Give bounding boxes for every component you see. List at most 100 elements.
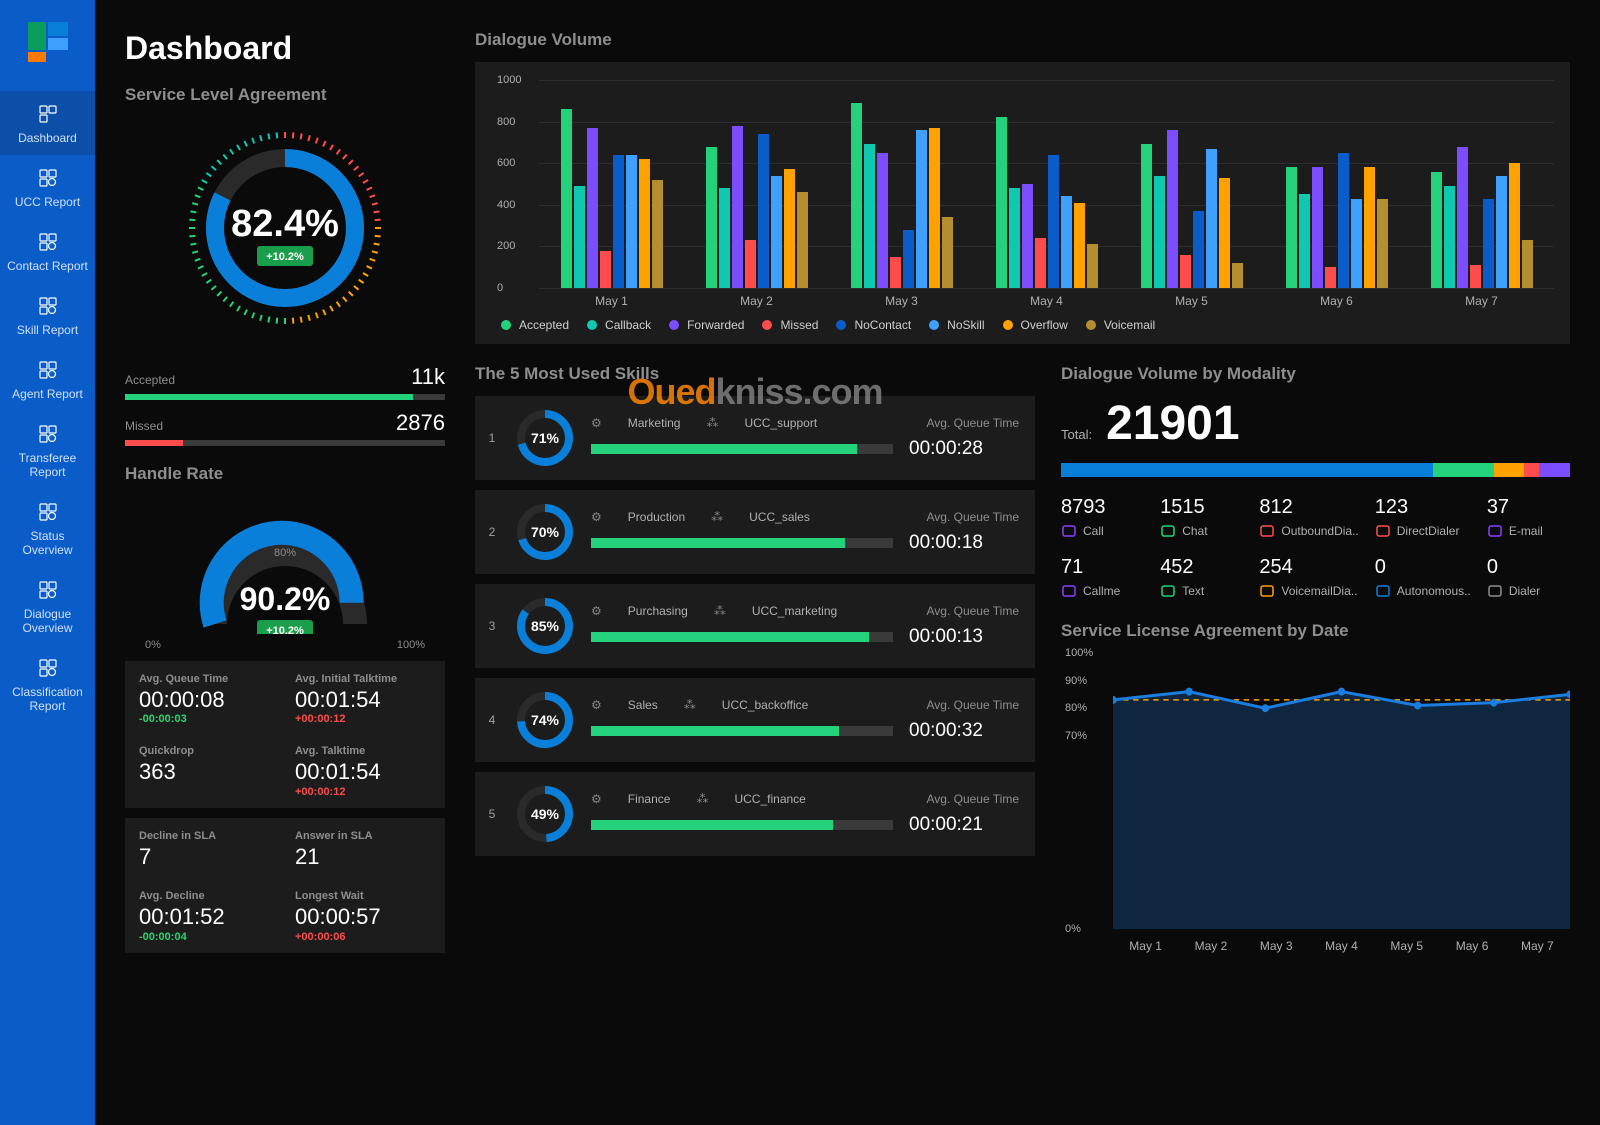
skill-queuetime: 00:00:21 <box>909 814 1019 836</box>
skill-ucc: UCC_finance <box>734 792 805 806</box>
gear-icon: ⚙ <box>591 416 602 430</box>
bar-May 3-Accepted <box>851 103 862 288</box>
sidebar-item-contact report[interactable]: Contact Report <box>0 219 95 283</box>
svg-text:+10.2%: +10.2% <box>266 251 304 263</box>
bar-May 6-Accepted <box>1286 167 1297 288</box>
modality-chat: 1515 Chat <box>1160 497 1243 539</box>
bar-May 4-Voicemail <box>1087 244 1098 288</box>
chat-icon <box>1160 523 1176 539</box>
metric-decline in -la: Decline in SLA 7 <box>139 830 275 870</box>
bar-May 3-NoContact <box>903 230 914 288</box>
network-icon: ⁂ <box>706 416 718 430</box>
skill-name: Purchasing <box>628 604 688 618</box>
bar-May 7-Overflow <box>1509 163 1520 288</box>
sidebar-item-dashboard[interactable]: Dashboard <box>0 91 95 155</box>
skill-row-production[interactable]: 2 70% ⚙ Production ⁂ UCC_sales Avg. Queu… <box>475 490 1035 574</box>
modality-directdialer: 123 DirectDialer <box>1375 497 1471 539</box>
legend-callback[interactable]: Callback <box>587 318 651 332</box>
metric-avg- queue time: Avg. Queue Time 00:00:08 -00:00:03 <box>139 673 275 725</box>
bar-May 3-NoSkill <box>916 130 927 288</box>
sidebar-item-transferee report[interactable]: Transferee Report <box>0 411 95 489</box>
bar-May 1-Missed <box>600 251 611 288</box>
dialer-icon <box>1487 583 1503 599</box>
bar-May 2-Missed <box>745 240 756 288</box>
bar-May 7-Missed <box>1470 265 1481 288</box>
skill-row-purchasing[interactable]: 3 85% ⚙ Purchasing ⁂ UCC_marketing Avg. … <box>475 584 1035 668</box>
legend-voicemail[interactable]: Voicemail <box>1086 318 1155 332</box>
gear-icon: ⚙ <box>591 792 602 806</box>
bar-May 1-Forwarded <box>587 128 598 288</box>
bar-May 2-NoSkill <box>771 176 782 288</box>
bar-May 2-NoContact <box>758 134 769 288</box>
metric-avg- talktime: Avg. Talktime 00:01:54 +00:00:12 <box>295 745 431 797</box>
bar-May 6-Overflow <box>1364 167 1375 288</box>
contact report-icon <box>37 231 59 253</box>
bar-May 7-Voicemail <box>1522 240 1533 288</box>
modality-call: 8793 Call <box>1061 497 1144 539</box>
skill-row-sales[interactable]: 4 74% ⚙ Sales ⁂ UCC_backoffice Avg. Queu… <box>475 678 1035 762</box>
skill-row-marketing[interactable]: 1 71% ⚙ Marketing ⁂ UCC_support Avg. Que… <box>475 396 1035 480</box>
legend-nocontact[interactable]: NoContact <box>836 318 911 332</box>
bar-May 7-Callback <box>1444 186 1455 288</box>
skills-title: The 5 Most Used Skills <box>475 364 1035 384</box>
modality-total: Total: 21901 <box>1061 396 1570 451</box>
skill-donut: 71% <box>515 408 575 468</box>
bar-May 3-Forwarded <box>877 153 888 288</box>
outbounddia..-icon <box>1259 523 1275 539</box>
network-icon: ⁂ <box>684 698 696 712</box>
autonomous..-icon <box>1375 583 1391 599</box>
sidebar: Dashboard UCC Report Contact Report Skil… <box>0 0 95 1125</box>
metric-longe-t wait: Longest Wait 00:00:57 +00:00:06 <box>295 890 431 942</box>
bar-May 1-Overflow <box>639 159 650 288</box>
bar-May 2-Callback <box>719 188 730 288</box>
metric-an-wer in -la: Answer in SLA 21 <box>295 830 431 870</box>
network-icon: ⁂ <box>714 604 726 618</box>
svg-text:82.4%: 82.4% <box>231 203 339 245</box>
bar-May 3-Voicemail <box>942 217 953 288</box>
bar-May 3-Missed <box>890 257 901 288</box>
legend-accepted[interactable]: Accepted <box>501 318 569 332</box>
sidebar-item-classification report[interactable]: Classification Report <box>0 645 95 723</box>
bar-May 5-NoContact <box>1193 211 1204 288</box>
bar-May 4-Missed <box>1035 238 1046 288</box>
stat-missed: Missed 2876 <box>125 410 445 436</box>
legend-missed[interactable]: Missed <box>762 318 818 332</box>
legend-noskill[interactable]: NoSkill <box>929 318 984 332</box>
sidebar-item-agent report[interactable]: Agent Report <box>0 347 95 411</box>
ucc report-icon <box>37 167 59 189</box>
sidebar-item-status overview[interactable]: Status Overview <box>0 489 95 567</box>
bar-May 3-Callback <box>864 144 875 288</box>
svg-text:90.2%: 90.2% <box>240 581 331 617</box>
bar-May 6-Callback <box>1299 194 1310 288</box>
skill-queuetime: 00:00:32 <box>909 720 1019 742</box>
legend-forwarded[interactable]: Forwarded <box>669 318 744 332</box>
bar-May 6-Voicemail <box>1377 199 1388 288</box>
legend-overflow[interactable]: Overflow <box>1003 318 1068 332</box>
skill-name: Sales <box>628 698 658 712</box>
skill-row-finance[interactable]: 5 49% ⚙ Finance ⁂ UCC_finance Avg. Queue… <box>475 772 1035 856</box>
skill-ucc: UCC_sales <box>749 510 810 524</box>
dialogue overview-icon <box>37 579 59 601</box>
metric-card: Decline in SLA 7 Answer in SLA 21 Avg. D… <box>125 818 445 953</box>
sidebar-item-skill report[interactable]: Skill Report <box>0 283 95 347</box>
dialoguevolume-title: Dialogue Volume <box>475 30 1570 50</box>
metric-card: Avg. Queue Time 00:00:08 -00:00:03 Avg. … <box>125 661 445 808</box>
sidebar-item-dialogue overview[interactable]: Dialogue Overview <box>0 567 95 645</box>
skill-donut: 49% <box>515 784 575 844</box>
skill-donut: 74% <box>515 690 575 750</box>
dashboard-icon <box>37 103 59 125</box>
skill-name: Finance <box>628 792 671 806</box>
status overview-icon <box>37 501 59 523</box>
sidebar-item-ucc report[interactable]: UCC Report <box>0 155 95 219</box>
skill-queuetime: 00:00:28 <box>909 438 1019 460</box>
text-icon <box>1160 583 1176 599</box>
bar-May 7-NoSkill <box>1496 176 1507 288</box>
gear-icon: ⚙ <box>591 510 602 524</box>
modality-e-mail: 37 E-mail <box>1487 497 1570 539</box>
stat-accepted: Accepted 11k <box>125 364 445 390</box>
modality-voicemaildia..: 254 VoicemailDia.. <box>1259 557 1358 599</box>
skill-name: Marketing <box>628 416 681 430</box>
modality-outbounddia..: 812 OutboundDia.. <box>1259 497 1358 539</box>
skill-ucc: UCC_marketing <box>752 604 837 618</box>
metric-avg- decline: Avg. Decline 00:01:52 -00:00:04 <box>139 890 275 942</box>
